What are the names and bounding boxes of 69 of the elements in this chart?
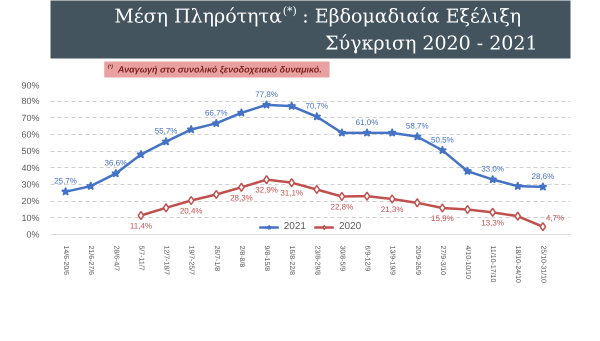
point [312, 112, 322, 121]
point [337, 128, 346, 137]
data-label: 50,5% [431, 135, 454, 144]
data-label: 28,3% [230, 193, 253, 202]
data-label: 25,7% [54, 176, 77, 186]
legend-label: 2020 [339, 221, 362, 232]
point [111, 168, 120, 178]
chart-subtitle: Σύγκριση 2020 - 2021 [325, 32, 538, 54]
point [488, 174, 498, 184]
point [61, 186, 70, 196]
data-label: 77,8% [255, 90, 278, 99]
point [362, 128, 372, 137]
y-tick-label: 90% [21, 80, 40, 90]
point [263, 174, 270, 184]
point [313, 184, 320, 194]
point [539, 222, 546, 232]
point [414, 198, 421, 208]
legend-label: 2021 [284, 221, 306, 232]
point [162, 203, 170, 213]
y-tick-label: 50% [21, 146, 40, 156]
data-label: 22,8% [330, 202, 354, 212]
data-label: 61,0% [356, 118, 378, 127]
point [388, 128, 397, 137]
point [438, 146, 447, 154]
point [464, 204, 471, 214]
data-label: 66,7% [204, 108, 228, 118]
y-tick-label: 40% [21, 162, 40, 173]
data-label: 33,0% [481, 164, 504, 174]
point [514, 211, 522, 221]
y-tick-label: 30% [21, 180, 40, 190]
point [138, 210, 144, 220]
point [412, 132, 422, 141]
y-tick-label: 10% [21, 212, 40, 223]
y-tick-label: 0% [26, 230, 40, 240]
point [162, 136, 171, 146]
data-label: 58,7% [406, 122, 429, 131]
point [438, 203, 446, 213]
point [238, 182, 245, 192]
data-label: 70,7% [305, 102, 328, 111]
y-tick-label: 80% [21, 96, 40, 106]
point [338, 192, 346, 202]
point [212, 190, 220, 200]
data-label: 21,3% [380, 205, 404, 214]
point [287, 101, 296, 110]
data-label: 4,7% [546, 214, 564, 223]
y-tick-label: 70% [21, 112, 40, 123]
data-label: 31,1% [280, 188, 304, 198]
point [462, 166, 472, 176]
data-label: 55,7% [154, 126, 178, 136]
chart-title: Μέση Πληρότητα(*): Εβδομαδιαία Εξέλιξη [114, 4, 522, 28]
data-label: 13,3% [481, 218, 504, 228]
y-tick-label: 60% [21, 130, 40, 140]
point [262, 100, 272, 109]
point [538, 182, 548, 191]
point [288, 178, 296, 188]
y-tick-label: 20% [21, 196, 40, 206]
data-label: 11,4% [130, 222, 152, 230]
data-label: 20,4% [180, 206, 203, 216]
data-label: 28,6% [532, 172, 554, 181]
point [388, 194, 396, 204]
data-label: 32,9% [255, 186, 278, 195]
point [188, 196, 195, 206]
point [489, 208, 496, 218]
data-label: 15,9% [431, 214, 454, 223]
point [86, 181, 96, 190]
point [136, 150, 146, 158]
point [364, 191, 370, 201]
point [212, 118, 221, 128]
data-label: 36,6% [104, 158, 128, 168]
